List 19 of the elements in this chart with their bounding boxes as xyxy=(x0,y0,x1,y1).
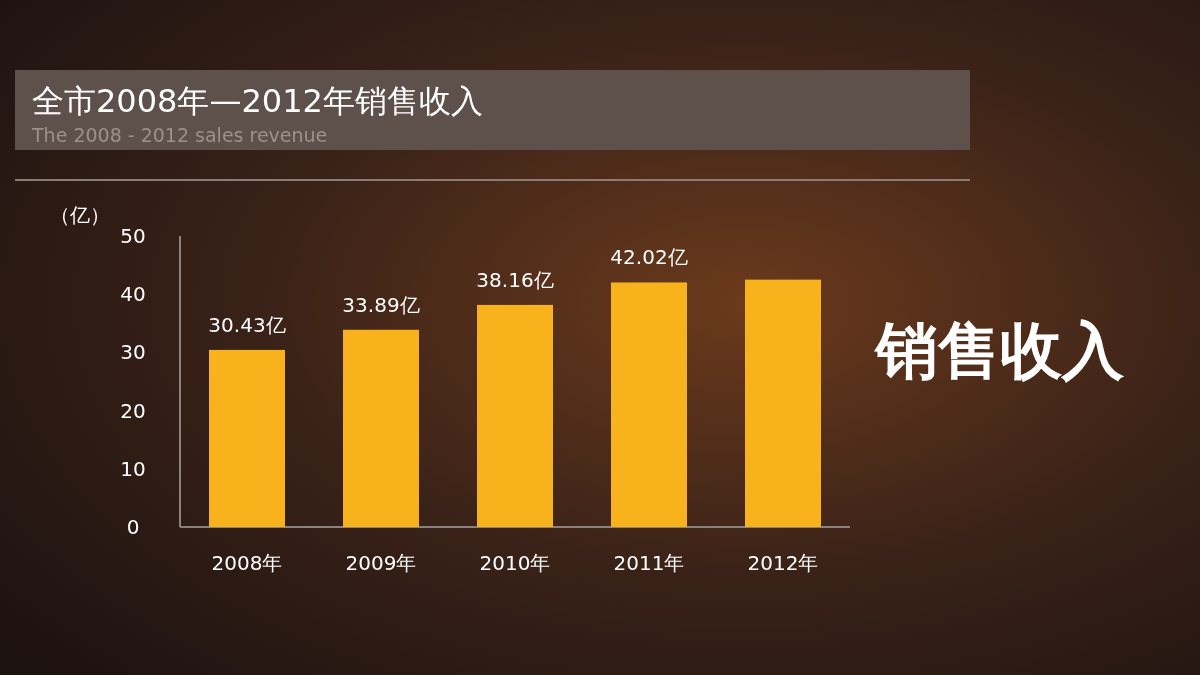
data-label: 42.02亿 xyxy=(610,245,688,270)
x-tick-label: 2009年 xyxy=(345,551,417,575)
y-axis-title: （亿） xyxy=(50,203,110,227)
y-tick-label: 40 xyxy=(120,282,146,307)
data-label: 33.89亿 xyxy=(342,292,420,317)
chart-subtitle: The 2008 - 2012 sales revenue xyxy=(31,124,328,146)
data-label: 38.16亿 xyxy=(476,267,554,292)
x-tick-label: 2011年 xyxy=(613,551,685,575)
data-label: 30.43亿 xyxy=(208,312,286,337)
x-tick-label: 2008年 xyxy=(211,551,283,575)
x-tick-label: 2010年 xyxy=(479,551,551,575)
text: 销售收入 xyxy=(873,314,1125,387)
chart-title: 全市2008年—2012年销售收入 xyxy=(32,82,483,120)
y-tick-label: 50 xyxy=(120,224,146,248)
y-tick-label: 30 xyxy=(120,340,146,365)
y-tick-label: 0 xyxy=(126,515,140,539)
y-tick-label: 10 xyxy=(120,456,146,481)
x-tick-label: 2012年 xyxy=(747,551,819,575)
y-tick-label: 20 xyxy=(120,398,146,423)
